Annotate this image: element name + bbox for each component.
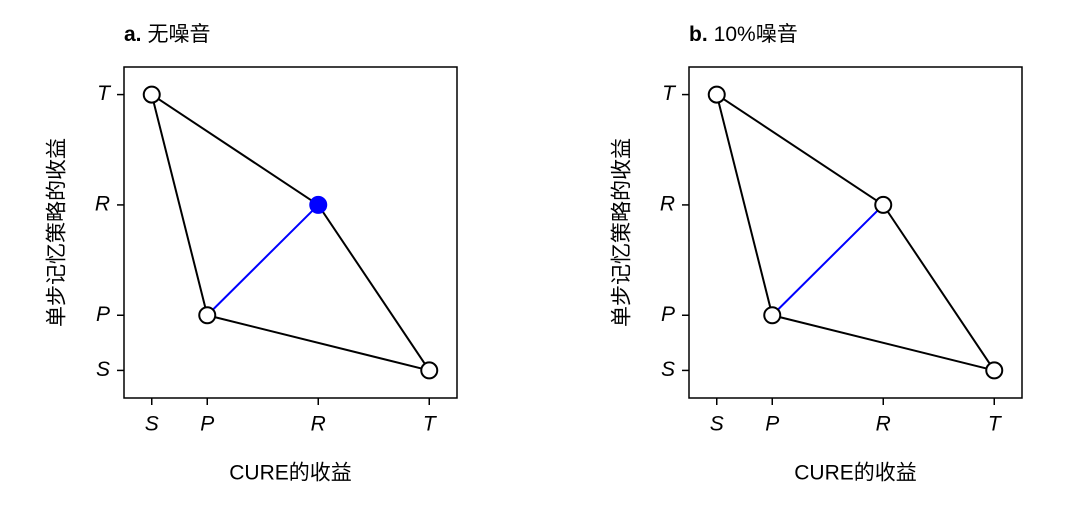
- x-tick-label: R: [311, 413, 326, 436]
- point: [309, 195, 328, 214]
- panel-title: b. 10%噪音: [689, 23, 798, 46]
- x-tick-label: S: [145, 413, 159, 436]
- y-axis-label: 单步记忆策略的收益: [46, 138, 69, 327]
- diagonal-line: [206, 204, 319, 316]
- x-tick-label: T: [423, 413, 438, 436]
- panel-label: b.: [689, 23, 708, 46]
- x-tick-label: P: [765, 413, 779, 436]
- panel-label: a.: [124, 23, 142, 46]
- plot-frame: [123, 66, 458, 399]
- x-tick-label: S: [710, 413, 724, 436]
- diagonal-line: [771, 204, 884, 316]
- point: [874, 195, 893, 214]
- x-tick-label: T: [988, 413, 1003, 436]
- point: [985, 361, 1004, 380]
- point: [707, 85, 726, 104]
- y-tick-label: P: [661, 303, 675, 326]
- plot-frame: [688, 66, 1023, 399]
- y-tick-label: T: [662, 82, 677, 105]
- x-tick-label: P: [200, 413, 214, 436]
- point: [198, 306, 217, 325]
- y-tick-label: S: [661, 358, 675, 381]
- y-tick-label: R: [95, 192, 110, 215]
- point: [420, 361, 439, 380]
- point: [142, 85, 161, 104]
- x-tick-label: R: [876, 413, 891, 436]
- panel-title: a. 无噪音: [124, 23, 211, 46]
- x-axis-label: CURE的收益: [229, 462, 352, 485]
- y-tick-label: P: [96, 303, 110, 326]
- y-tick-label: T: [97, 82, 112, 105]
- y-tick-label: S: [96, 358, 110, 381]
- title: 10%噪音: [714, 23, 798, 46]
- y-axis-label: 单步记忆策略的收益: [611, 138, 634, 327]
- title: 无噪音: [148, 23, 211, 46]
- y-tick-label: R: [660, 192, 675, 215]
- point: [763, 306, 782, 325]
- x-axis-label: CURE的收益: [794, 462, 917, 485]
